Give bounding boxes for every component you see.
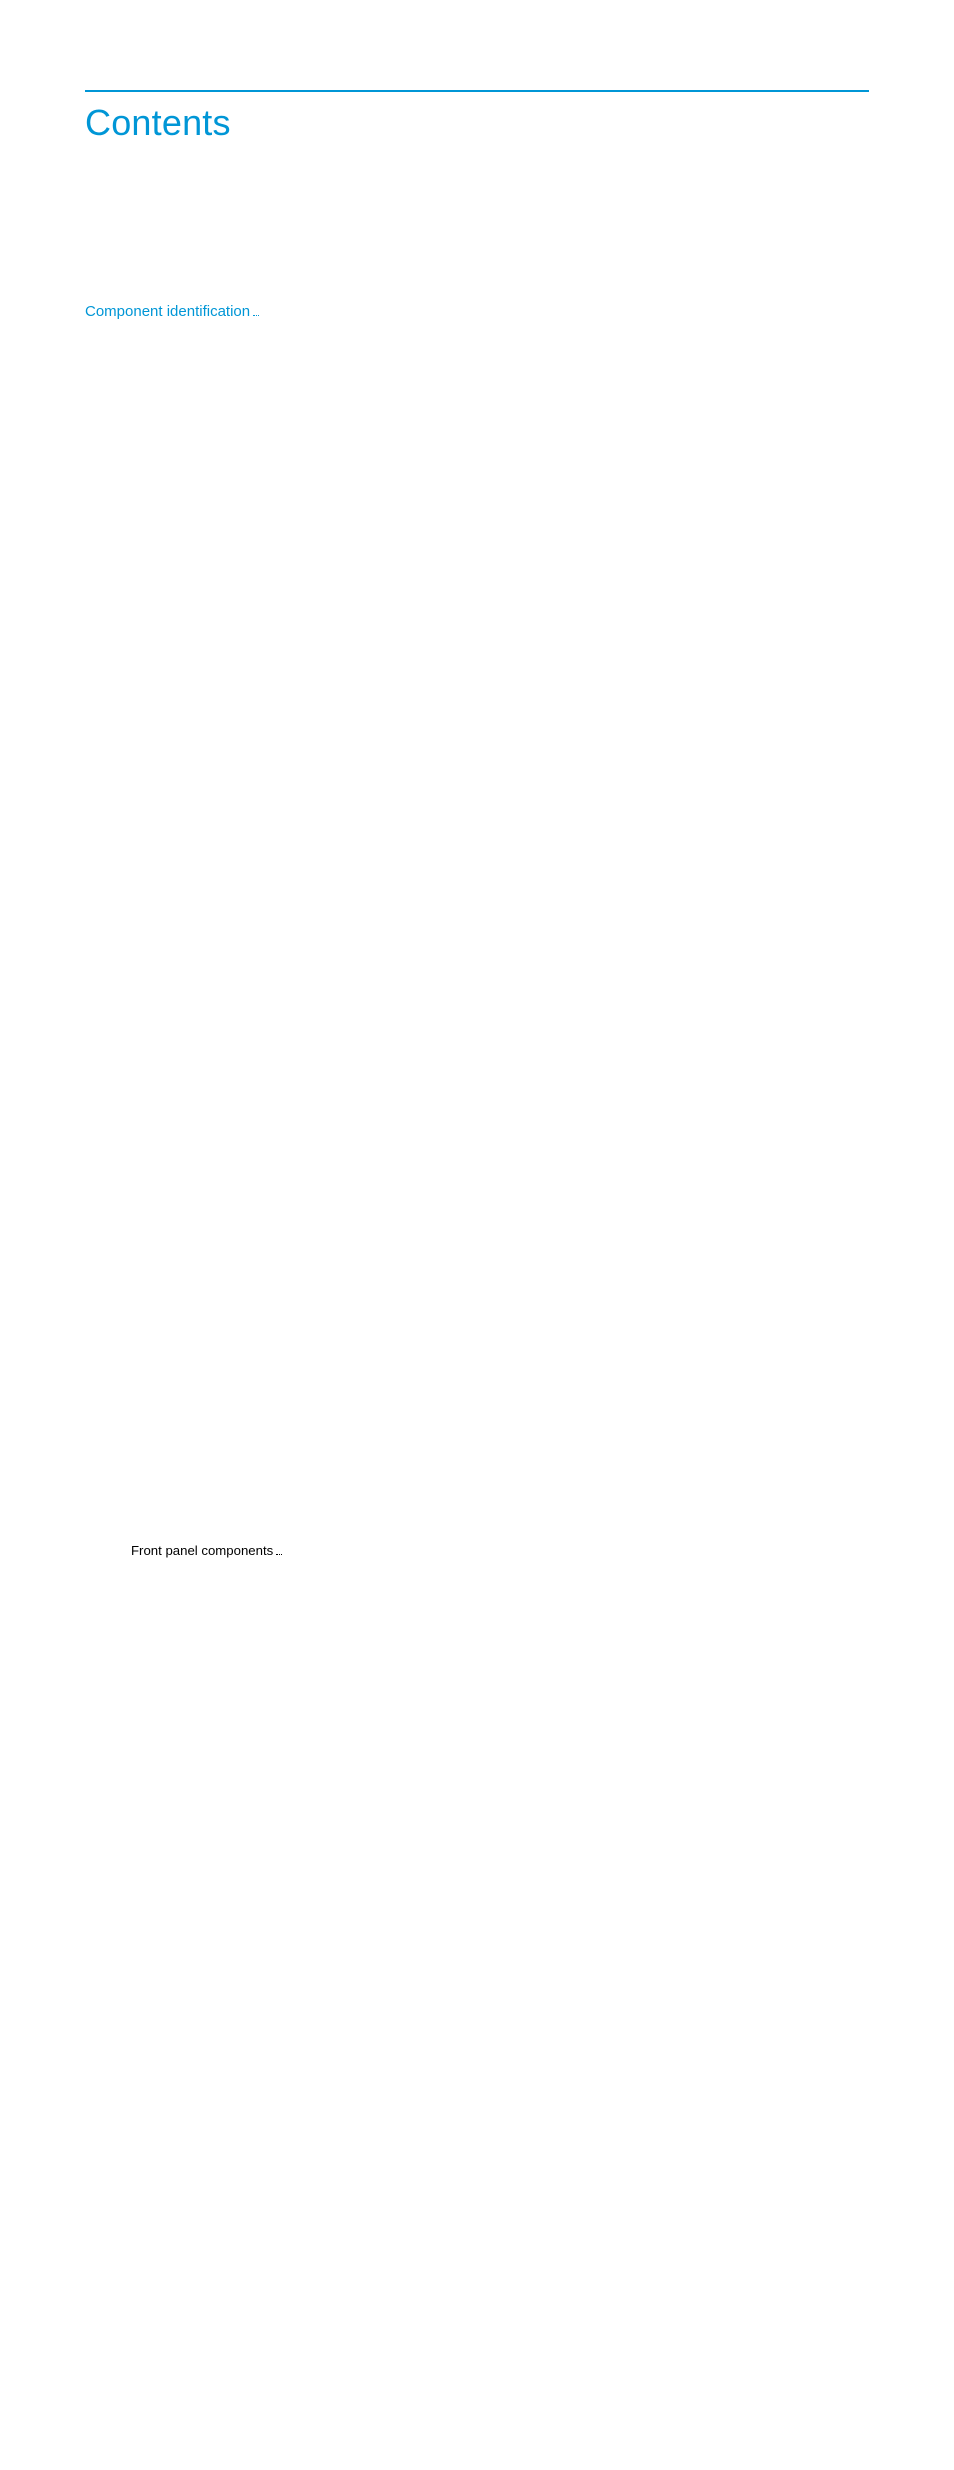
- toc-label: Front panel components: [131, 1544, 273, 1557]
- toc-page-number: 6: [285, 1454, 954, 2470]
- toc-section: Component identification6Front panel com…: [85, 214, 869, 2470]
- toc-label: Component identification: [85, 304, 250, 319]
- page-title: Contents: [85, 102, 869, 144]
- toc-entry[interactable]: Front panel components6: [131, 1454, 869, 2470]
- toc-page-number: 6: [262, 214, 954, 1449]
- toc-leader: [253, 307, 259, 316]
- header-rule: [85, 90, 869, 92]
- table-of-contents: Component identification6Front panel com…: [85, 214, 869, 2470]
- toc-leader: [276, 1546, 282, 1555]
- document-page: Contents Component identification6Front …: [0, 0, 954, 1235]
- toc-section-heading[interactable]: Component identification6: [85, 214, 869, 1449]
